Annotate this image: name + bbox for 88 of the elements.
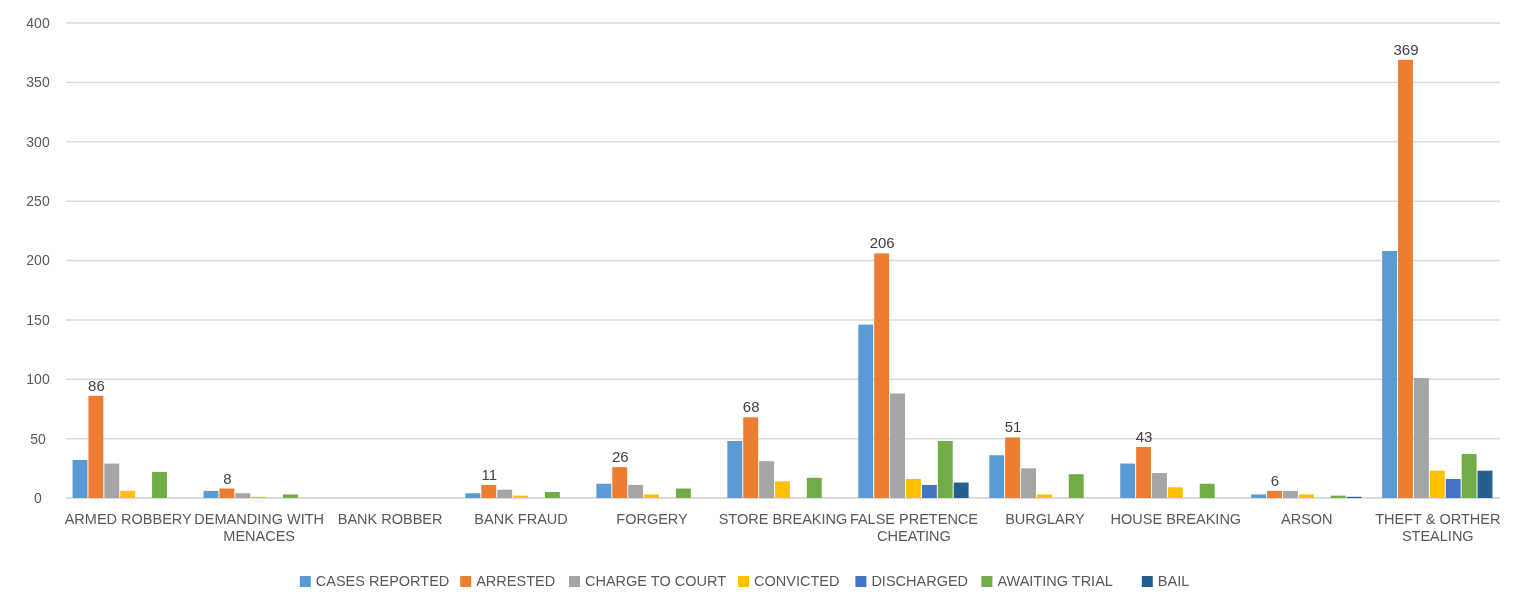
y-tick-label: 350 bbox=[26, 74, 50, 91]
bar bbox=[283, 494, 298, 498]
bar bbox=[759, 461, 775, 498]
bar bbox=[1120, 463, 1136, 498]
bar bbox=[1445, 479, 1461, 498]
bar bbox=[219, 488, 235, 498]
data-label: 43 bbox=[1135, 427, 1153, 445]
y-tick-label: 400 bbox=[26, 14, 50, 31]
bar bbox=[989, 455, 1005, 498]
bar bbox=[1152, 473, 1167, 498]
data-label: 11 bbox=[481, 465, 498, 483]
legend-label: ARRESTED bbox=[476, 573, 556, 589]
bar bbox=[1267, 490, 1282, 498]
y-tick-label: 50 bbox=[30, 430, 46, 447]
bar bbox=[1382, 251, 1398, 498]
legend-label: BAIL bbox=[1157, 573, 1190, 589]
bar bbox=[88, 395, 104, 498]
bar bbox=[890, 393, 906, 498]
bar bbox=[203, 490, 219, 498]
bar bbox=[775, 481, 790, 498]
x-tick-label: ARMED ROBBERY bbox=[64, 511, 193, 527]
x-tick-label: THEFT & ORTHER STEALING bbox=[1375, 511, 1501, 544]
data-label: 86 bbox=[88, 376, 105, 394]
bar bbox=[544, 492, 560, 498]
bar bbox=[858, 324, 874, 498]
x-tick-label: ARSON bbox=[1281, 511, 1333, 527]
y-tick-label: 250 bbox=[26, 193, 50, 210]
bar bbox=[235, 493, 251, 498]
bar bbox=[727, 441, 743, 498]
bar bbox=[72, 460, 88, 498]
legend-label: CASES REPORTED bbox=[315, 573, 450, 589]
data-label: 26 bbox=[611, 448, 629, 466]
bar bbox=[953, 482, 969, 498]
y-tick-label: 150 bbox=[26, 311, 50, 328]
data-label: 8 bbox=[223, 469, 232, 487]
x-tick-label: BURGLARY bbox=[1005, 511, 1085, 527]
bar bbox=[1477, 470, 1493, 498]
y-tick-label: 100 bbox=[26, 371, 50, 388]
bar bbox=[906, 479, 921, 498]
x-tick-label: HOUSE BREAKING bbox=[1110, 511, 1242, 527]
data-label: 6 bbox=[1270, 471, 1280, 489]
bar bbox=[806, 477, 822, 498]
bar bbox=[1199, 483, 1215, 498]
bar bbox=[1398, 59, 1413, 498]
y-tick-label: 200 bbox=[26, 252, 50, 269]
bar bbox=[104, 463, 120, 498]
y-tick-label: 300 bbox=[26, 133, 50, 150]
bar bbox=[612, 467, 628, 498]
bar bbox=[1413, 378, 1429, 498]
bar bbox=[1298, 494, 1314, 498]
x-tick-label: FORGERY bbox=[616, 511, 689, 527]
data-label: 369 bbox=[1393, 40, 1419, 58]
legend-label: CHARGE TO COURT bbox=[585, 573, 727, 589]
bar bbox=[1021, 468, 1036, 498]
bar bbox=[921, 484, 937, 498]
bar bbox=[1461, 454, 1477, 498]
bar bbox=[465, 493, 481, 498]
x-tick-label: BANK ROBBER bbox=[337, 511, 443, 527]
bar bbox=[937, 441, 953, 498]
data-label: 51 bbox=[1004, 418, 1022, 436]
legend-label: CONVICTED bbox=[754, 573, 840, 589]
data-label: 68 bbox=[742, 398, 760, 416]
bar bbox=[1068, 474, 1084, 498]
bar bbox=[1167, 487, 1183, 498]
bar bbox=[1036, 494, 1052, 498]
bar bbox=[874, 253, 890, 498]
bar bbox=[1005, 437, 1021, 498]
x-tick-label: FALSE PRETENCE CHEATING bbox=[849, 511, 979, 544]
bar bbox=[497, 489, 513, 498]
x-tick-label: DEMANDING WITH MENACES bbox=[194, 511, 325, 544]
bar bbox=[743, 417, 759, 498]
data-label: 206 bbox=[869, 234, 895, 252]
x-tick-label: STORE BREAKING bbox=[718, 511, 848, 527]
bar bbox=[152, 471, 167, 498]
legend-label: DISCHARGED bbox=[871, 573, 969, 589]
legend-label: AWAITING TRIAL bbox=[997, 573, 1113, 589]
bar bbox=[628, 484, 644, 498]
bar bbox=[1282, 490, 1298, 498]
bar bbox=[675, 488, 691, 498]
bar bbox=[481, 484, 497, 498]
bar bbox=[1429, 470, 1445, 498]
x-tick-label: BANK FRAUD bbox=[474, 511, 568, 527]
bar bbox=[1136, 446, 1152, 498]
bar bbox=[1251, 494, 1267, 498]
bar bbox=[644, 494, 659, 498]
bar bbox=[120, 490, 136, 498]
y-tick-label: 0 bbox=[34, 489, 43, 506]
bar bbox=[596, 483, 612, 498]
